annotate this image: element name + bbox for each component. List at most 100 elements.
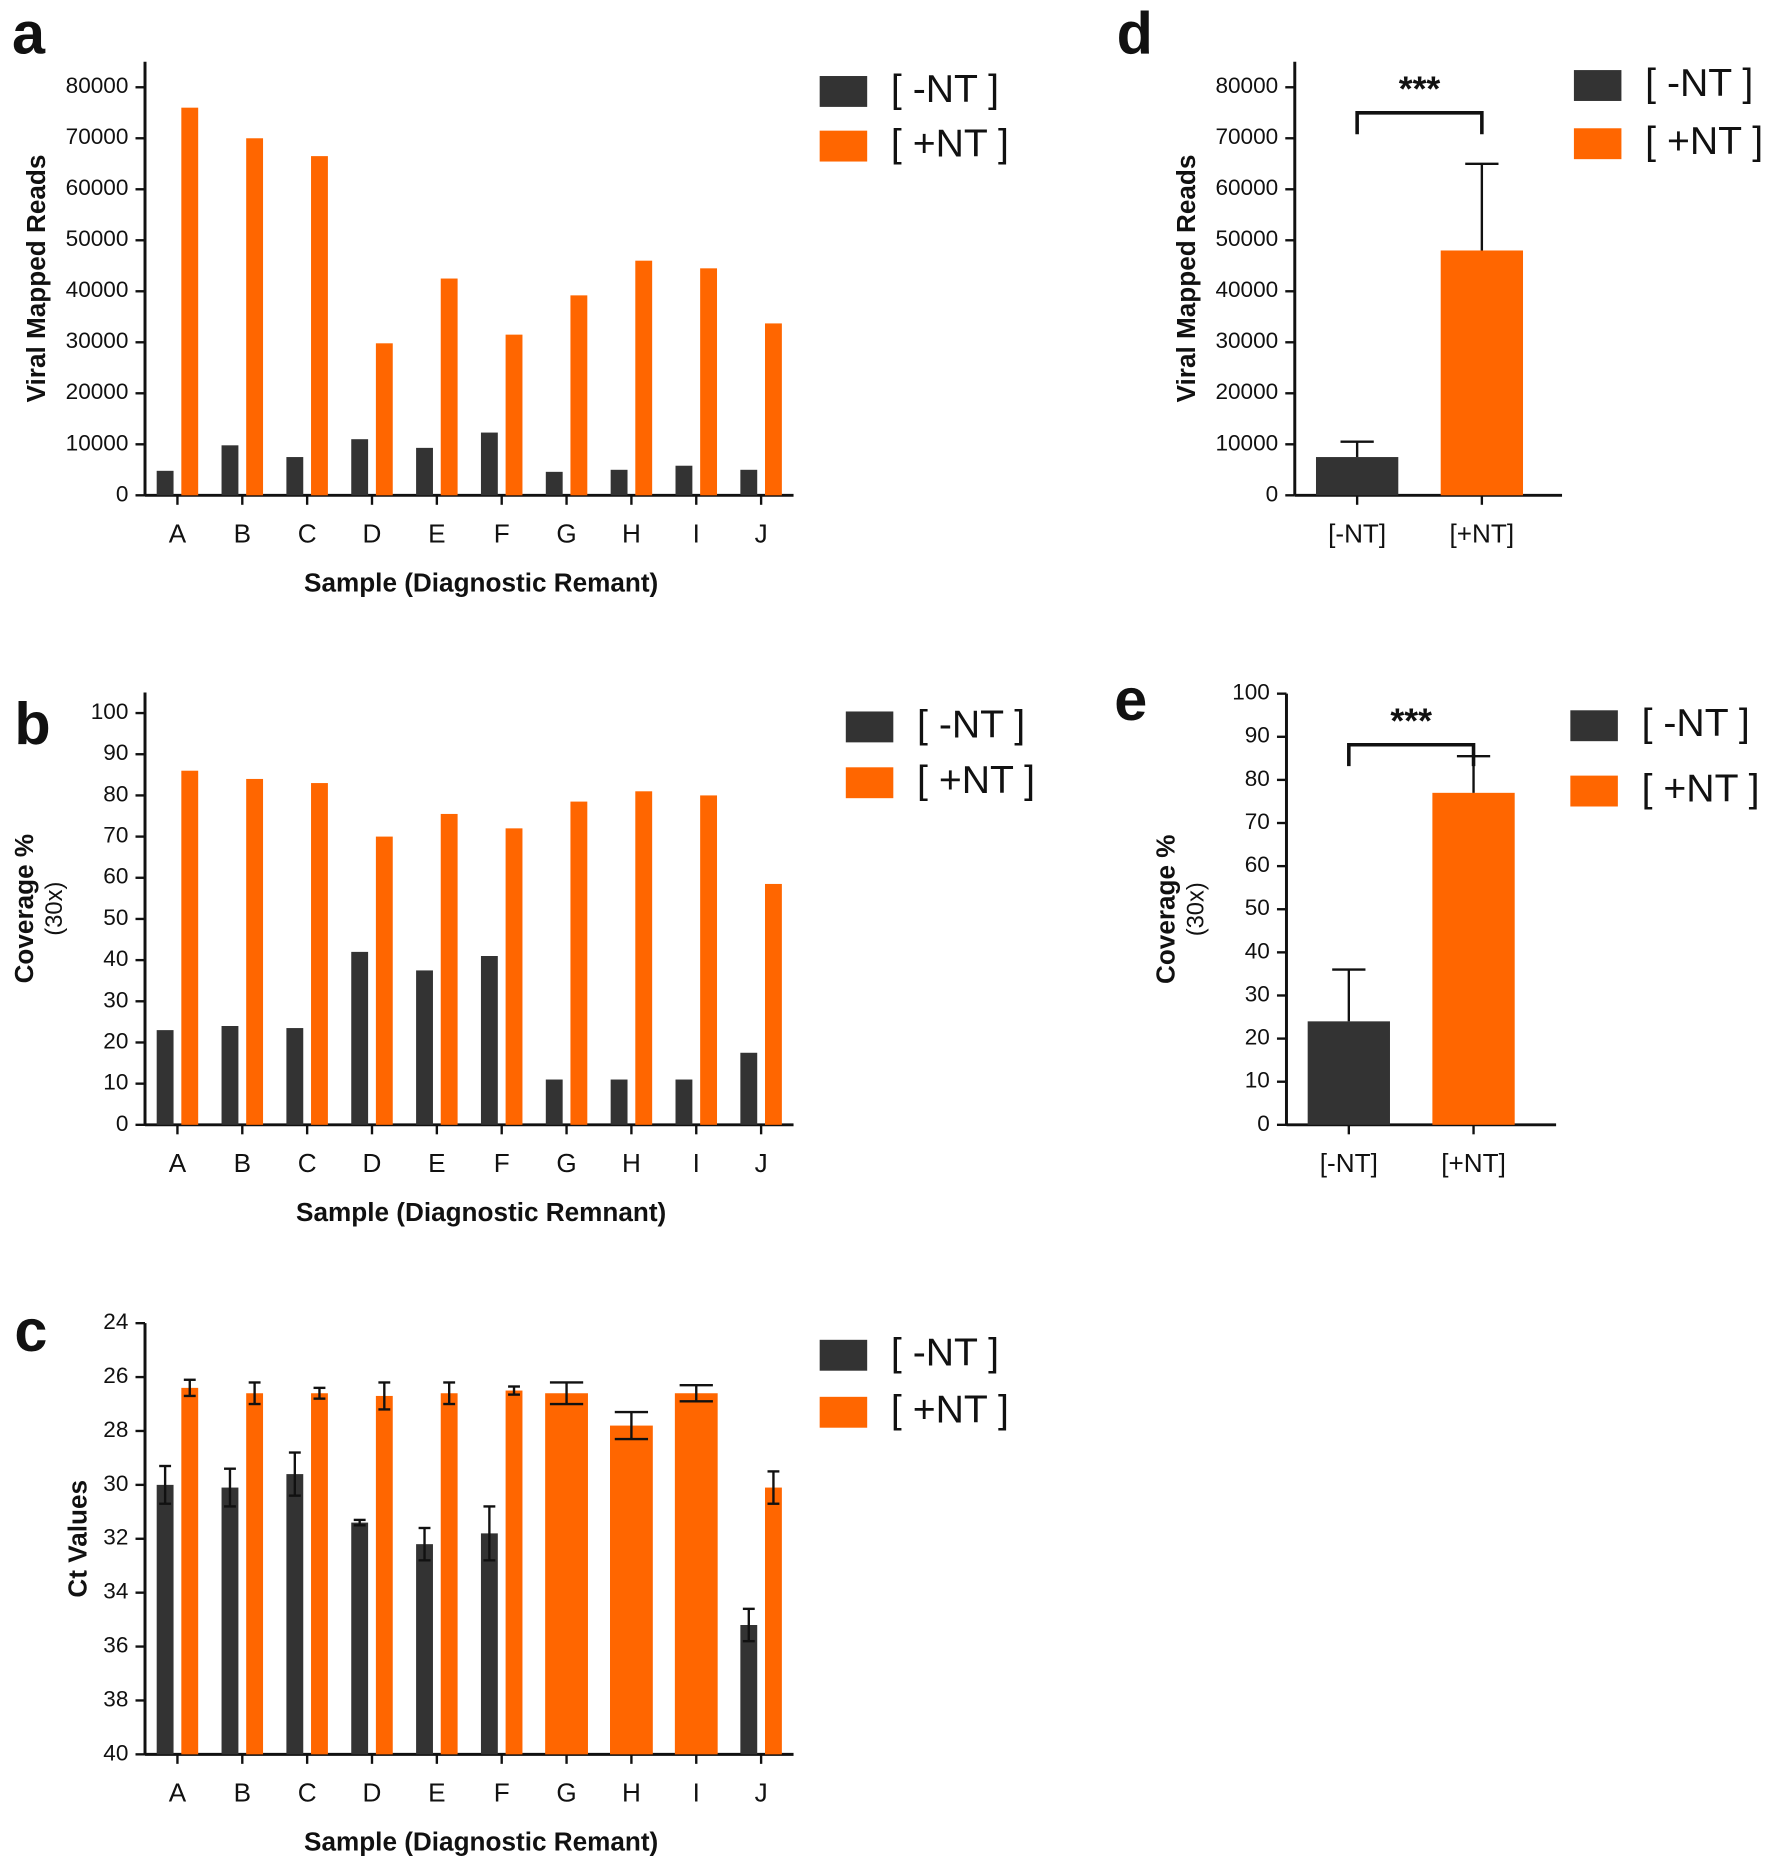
y-tick-label: 10 bbox=[103, 1070, 128, 1095]
y-axis-label: Coverage % bbox=[9, 834, 39, 984]
x-tick-label: C bbox=[298, 1778, 317, 1808]
y-tick-label: 36 bbox=[103, 1633, 128, 1658]
bar bbox=[610, 1425, 653, 1755]
bar bbox=[181, 770, 199, 1125]
bar bbox=[286, 457, 304, 496]
legend-label: [ -NT ] bbox=[917, 703, 1025, 746]
bar bbox=[570, 801, 588, 1125]
y-tick-label: 0 bbox=[1257, 1111, 1270, 1136]
bar bbox=[545, 471, 563, 496]
bar bbox=[246, 778, 264, 1125]
y-tick-label: 80000 bbox=[66, 73, 129, 98]
x-tick-label: G bbox=[556, 1148, 576, 1178]
y-tick-label: 60 bbox=[1245, 852, 1270, 877]
y-tick-label: 20000 bbox=[1215, 379, 1278, 404]
y-tick-label: 80 bbox=[1245, 766, 1270, 791]
bar bbox=[221, 1487, 239, 1755]
bar bbox=[610, 469, 628, 496]
bar bbox=[221, 1026, 239, 1125]
y-tick-label: 20 bbox=[103, 1028, 128, 1053]
bar bbox=[480, 956, 498, 1125]
bar bbox=[740, 1624, 758, 1755]
legend-swatch bbox=[1573, 70, 1622, 101]
x-tick-label: A bbox=[169, 1148, 187, 1178]
bar bbox=[480, 1533, 498, 1755]
panel-label: b bbox=[14, 690, 50, 757]
bar bbox=[286, 1474, 304, 1755]
x-tick-label: F bbox=[494, 1778, 510, 1808]
bar bbox=[440, 813, 458, 1125]
bar bbox=[246, 138, 264, 496]
error-bar bbox=[224, 1467, 236, 1508]
y-tick-label: 90 bbox=[103, 740, 128, 765]
bar bbox=[765, 323, 782, 496]
y-tick-label: 20000 bbox=[66, 379, 129, 404]
y-tick-label: 40000 bbox=[66, 277, 129, 302]
bar bbox=[156, 470, 174, 496]
y-tick-label: 60 bbox=[103, 864, 128, 889]
bar bbox=[635, 791, 653, 1125]
x-tick-label: I bbox=[693, 519, 700, 549]
bar bbox=[505, 828, 523, 1125]
error-bar bbox=[1465, 162, 1499, 251]
bar bbox=[440, 1393, 458, 1755]
legend-label: [ -NT ] bbox=[1645, 62, 1753, 105]
y-axis-sublabel: (30x) bbox=[41, 882, 68, 936]
y-tick-label: 60000 bbox=[1215, 175, 1278, 200]
error-bar bbox=[353, 1518, 366, 1527]
bar bbox=[570, 295, 588, 496]
y-tick-label: 32 bbox=[103, 1525, 128, 1550]
y-tick-label: 26 bbox=[103, 1363, 128, 1388]
panel-label: a bbox=[12, 0, 46, 67]
bar bbox=[545, 1079, 563, 1125]
error-bar bbox=[313, 1386, 326, 1400]
bar bbox=[375, 1395, 393, 1755]
bar bbox=[375, 343, 393, 496]
bar bbox=[311, 1393, 328, 1755]
x-tick-label: J bbox=[755, 1778, 768, 1808]
bar bbox=[1307, 1021, 1390, 1125]
bar bbox=[440, 278, 458, 496]
bar bbox=[480, 432, 498, 496]
y-tick-label: 60000 bbox=[66, 175, 129, 200]
y-tick-label: 30 bbox=[103, 987, 128, 1012]
error-bar bbox=[767, 1470, 780, 1505]
bar bbox=[1440, 250, 1524, 496]
y-tick-label: 50000 bbox=[1215, 226, 1278, 251]
error-bar bbox=[614, 1410, 649, 1441]
panel-label: c bbox=[14, 1297, 47, 1364]
bar bbox=[674, 1393, 718, 1755]
y-tick-label: 30000 bbox=[66, 328, 129, 353]
y-axis-label: Viral Mapped Reads bbox=[1171, 155, 1201, 403]
y-tick-label: 100 bbox=[91, 699, 129, 724]
x-tick-label: G bbox=[556, 1778, 576, 1808]
bar bbox=[156, 1484, 174, 1755]
x-tick-label: J bbox=[755, 1148, 768, 1178]
bar bbox=[286, 1028, 304, 1125]
legend-label: [ -NT ] bbox=[891, 1332, 999, 1375]
x-tick-label: G bbox=[556, 519, 576, 549]
bar bbox=[351, 1522, 369, 1755]
legend-swatch bbox=[845, 767, 894, 799]
legend-swatch bbox=[819, 76, 868, 107]
bar bbox=[700, 268, 718, 496]
bar bbox=[765, 883, 782, 1125]
y-tick-label: 10000 bbox=[66, 430, 129, 455]
bar bbox=[181, 1387, 199, 1755]
legend-swatch bbox=[1570, 775, 1618, 807]
bar bbox=[505, 1390, 523, 1755]
x-tick-label: F bbox=[494, 519, 510, 549]
y-tick-label: 10000 bbox=[1215, 430, 1278, 455]
panel-label: e bbox=[1114, 666, 1147, 733]
bar bbox=[311, 156, 328, 496]
bar bbox=[505, 334, 523, 496]
bar bbox=[700, 795, 718, 1125]
x-tick-label: D bbox=[363, 1778, 382, 1808]
bar bbox=[221, 445, 239, 496]
y-tick-label: 100 bbox=[1232, 680, 1270, 705]
error-bar bbox=[288, 1451, 301, 1497]
error-bar bbox=[1340, 440, 1374, 458]
y-tick-label: 40 bbox=[103, 1740, 128, 1765]
x-axis-label: Sample (Diagnostic Remant) bbox=[304, 567, 658, 597]
